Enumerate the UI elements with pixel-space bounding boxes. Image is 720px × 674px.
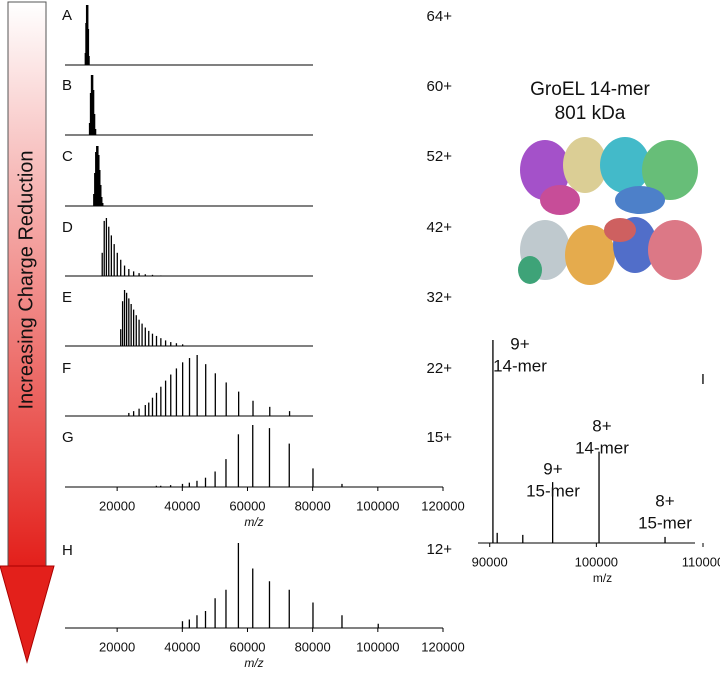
charge-label: 22+	[427, 360, 453, 377]
peak-annotation: 8+	[592, 416, 611, 435]
charge-label: 64+	[427, 8, 453, 25]
charge-label: 60+	[427, 78, 453, 95]
peak-annotation: 9+	[510, 334, 529, 353]
peak-annotation: 14-mer	[575, 438, 629, 457]
panel-label: G	[62, 429, 74, 446]
charge-label: 12+	[427, 541, 453, 558]
x-tick-label: 80000	[295, 639, 331, 654]
x-tick-label: 80000	[295, 498, 331, 513]
x-tick-label: 100000	[575, 554, 618, 569]
x-tick-label: 40000	[164, 639, 200, 654]
protein-structure	[518, 137, 702, 285]
panel-label: A	[62, 7, 72, 24]
peak-annotation: 9+	[543, 459, 562, 478]
x-tick-label: 90000	[472, 554, 508, 569]
x-tick-label: 60000	[229, 639, 265, 654]
x-tick-label: 20000	[99, 498, 135, 513]
x-tick-label: 120000	[421, 639, 464, 654]
x-tick-label: 100000	[356, 639, 399, 654]
x-tick-label: 110000	[682, 554, 720, 569]
x-axis-label: m/z	[244, 656, 263, 670]
panel-label: B	[62, 77, 72, 94]
panel-label: I	[701, 371, 705, 388]
x-tick-label: 40000	[164, 498, 200, 513]
arrow-label: Increasing Charge Reduction	[15, 150, 37, 409]
panel-label: H	[62, 542, 73, 559]
charge-label: 42+	[427, 219, 453, 236]
x-axis-label: m/z	[244, 515, 263, 529]
structure-subtitle: 801 kDa	[555, 103, 626, 124]
x-tick-label: 60000	[229, 498, 265, 513]
charge-label: 32+	[427, 289, 453, 306]
peak-annotation: 15-mer	[638, 513, 692, 532]
peak-annotation: 8+	[655, 491, 674, 510]
x-axis-label: m/z	[593, 571, 612, 585]
panel-label: E	[62, 289, 72, 306]
arrow	[0, 1, 55, 664]
charge-label: 52+	[427, 148, 453, 165]
panel-label: F	[62, 360, 71, 377]
panel-label: C	[62, 148, 73, 165]
peak-annotation: 15-mer	[526, 481, 580, 500]
charge-label: 15+	[427, 429, 453, 446]
x-tick-label: 120000	[421, 498, 464, 513]
x-tick-label: 100000	[356, 498, 399, 513]
structure-title: GroEL 14-mer	[530, 79, 650, 100]
peak-annotation: 14-mer	[493, 356, 547, 375]
x-tick-label: 20000	[99, 639, 135, 654]
panel-label: D	[62, 219, 73, 236]
